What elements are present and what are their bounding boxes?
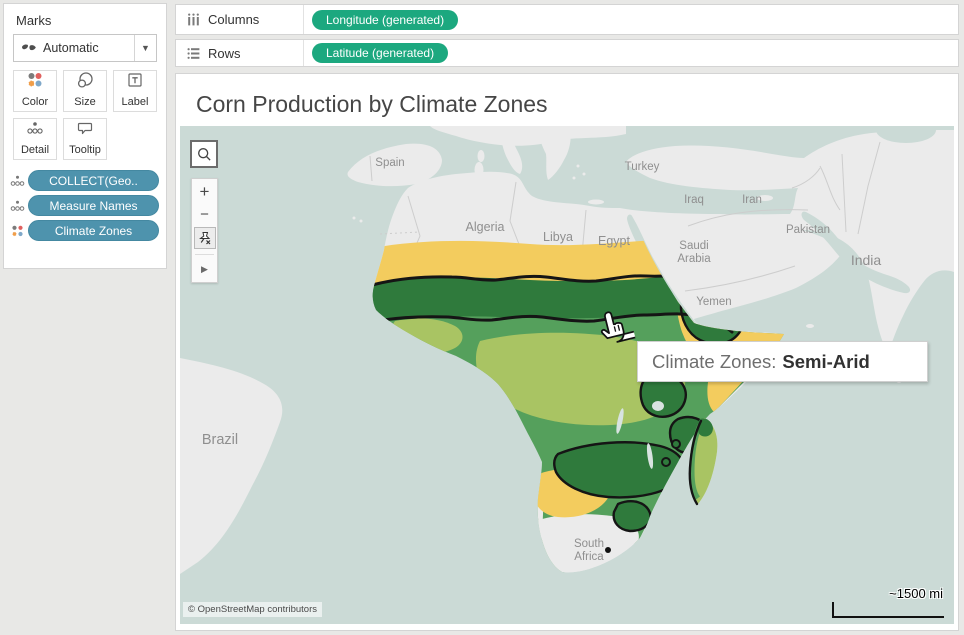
size-button-label: Size [74, 96, 96, 108]
map-label-africa: Africa [574, 551, 604, 563]
pin-x-icon [199, 231, 211, 244]
zoom-in-button[interactable]: + [199, 182, 210, 201]
map-label-brazil: Brazil [202, 432, 238, 448]
tooltip-button[interactable]: Tooltip [63, 118, 107, 160]
climate-zones-layer[interactable] [362, 240, 790, 576]
detail-button[interactable]: Detail [13, 118, 57, 160]
map-label-egypt: Egypt [598, 234, 630, 248]
columns-pills-area[interactable]: Longitude (generated) [304, 9, 958, 30]
map-scale-bar [832, 602, 944, 618]
color-dots-icon [9, 224, 26, 238]
marks-buttons: Color Size Label [13, 70, 157, 160]
tooltip-icon [76, 119, 94, 142]
marks-card: Marks Automatic ▼ [3, 3, 167, 269]
map-label-iraq: Iraq [684, 194, 704, 206]
hand-cursor-icon [592, 126, 954, 355]
pin-button[interactable] [193, 227, 216, 249]
label-button[interactable]: Label [113, 70, 157, 112]
lakes [616, 401, 664, 469]
columns-icon [188, 13, 199, 26]
map-labels: Spain Turkey Iraq Iran Algeria Libya Egy… [202, 157, 882, 563]
madagascar-zones[interactable] [688, 418, 718, 506]
columns-shelf-label: Columns [176, 5, 304, 34]
map-attribution[interactable]: © OpenStreetMap contributors [183, 602, 322, 617]
chevron-down-icon[interactable]: ▼ [134, 35, 156, 61]
color-icon [26, 71, 44, 94]
map-label-saudi: Saudi [679, 240, 708, 252]
color-button[interactable]: Color [13, 70, 57, 112]
map-label-india: India [851, 252, 882, 268]
label-icon [126, 71, 144, 94]
map-label-iran: Iran [742, 194, 762, 206]
zoom-out-button[interactable]: − [200, 205, 209, 223]
mark-type-value: Automatic [43, 41, 99, 55]
map-tooltip: Climate Zones: Semi-Arid [637, 341, 928, 382]
pill-climate-zones[interactable]: Climate Zones [28, 220, 159, 241]
rows-shelf[interactable]: Rows Latitude (generated) [175, 39, 959, 67]
rows-icon [187, 47, 200, 59]
map-label-spain: Spain [375, 157, 404, 169]
size-button[interactable]: Size [63, 70, 107, 112]
map-label-libya: Libya [543, 230, 573, 244]
pill-measure-names[interactable]: Measure Names [28, 195, 159, 216]
zoom-panel-expand-button[interactable]: ▶ [201, 263, 208, 274]
map-label-pakistan: Pakistan [786, 224, 830, 236]
detail-button-label: Detail [20, 144, 50, 156]
tooltip-button-label: Tooltip [69, 144, 101, 156]
pill-row-measure-names: Measure Names [9, 195, 159, 216]
map-label-arabia: Arabia [677, 253, 711, 265]
map-scale: ~1500 mi [832, 586, 944, 618]
map-icon [21, 43, 37, 53]
map-label-south: South [574, 538, 604, 550]
label-button-label: Label [121, 96, 149, 108]
rows-label-text: Rows [208, 45, 241, 61]
map-scale-label: ~1500 mi [889, 586, 943, 601]
map-search-button[interactable] [190, 140, 218, 168]
map-label-algeria: Algeria [466, 220, 505, 234]
sheet-title: Corn Production by Climate Zones [196, 91, 548, 117]
pill-latitude[interactable]: Latitude (generated) [312, 43, 449, 63]
rows-shelf-label: Rows [176, 40, 304, 66]
pill-row-climate-zones: Climate Zones [9, 220, 159, 241]
pill-longitude[interactable]: Longitude (generated) [312, 9, 459, 30]
mark-type-dropdown[interactable]: Automatic ▼ [13, 34, 157, 62]
rows-pills-area[interactable]: Latitude (generated) [304, 43, 958, 63]
detail-icon [25, 119, 45, 142]
columns-label-text: Columns [208, 12, 260, 27]
pill-row-collect: COLLECT(Geo.. [9, 170, 159, 191]
map-label-turkey: Turkey [625, 161, 660, 173]
marks-card-title: Marks [16, 13, 52, 28]
tooltip-field-value: Semi-Arid [782, 350, 870, 372]
detail-dots-icon [9, 174, 26, 188]
search-icon [198, 148, 211, 161]
worksheet: Corn Production by Climate Zones [175, 73, 959, 631]
color-button-label: Color [21, 96, 49, 108]
map-label-yemen: Yemen [696, 296, 731, 308]
detail-dots-icon [9, 199, 26, 213]
columns-shelf[interactable]: Columns Longitude (generated) [175, 4, 959, 35]
pill-collect-geometry[interactable]: COLLECT(Geo.. [28, 170, 159, 191]
map-zoom-panel: + − ▶ [191, 178, 218, 283]
zoom-panel-divider [195, 254, 214, 255]
map-view[interactable]: Spain Turkey Iraq Iran Algeria Libya Egy… [180, 126, 954, 624]
tooltip-field-label: Climate Zones: [652, 350, 777, 372]
marks-pills: COLLECT(Geo.. Measure Names [9, 170, 159, 241]
size-icon [75, 71, 95, 94]
